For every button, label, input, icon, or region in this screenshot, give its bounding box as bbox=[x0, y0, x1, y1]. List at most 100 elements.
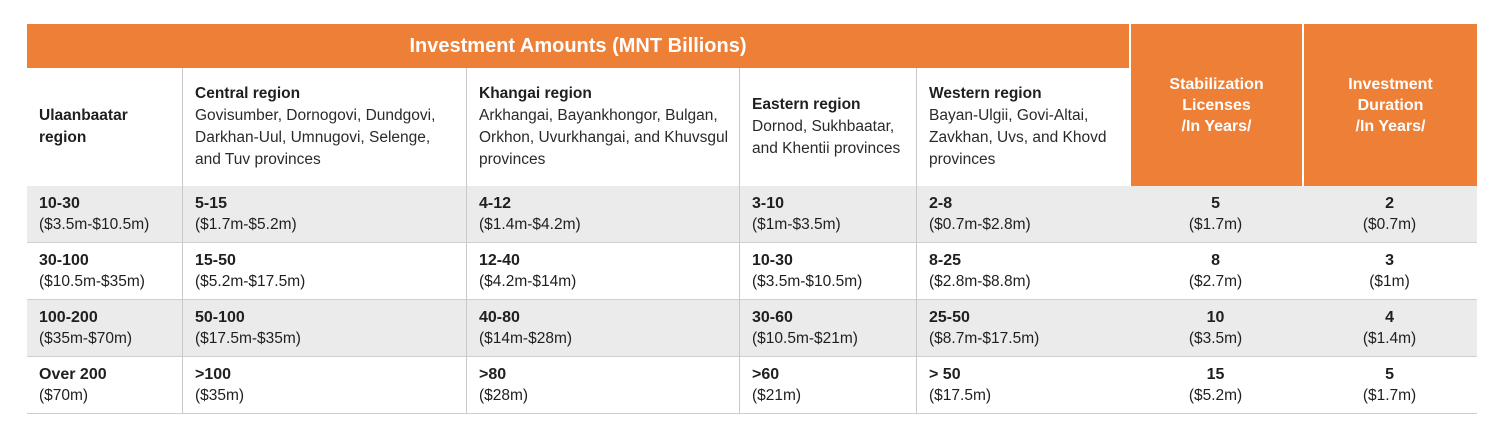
duration-line-2: Duration bbox=[1357, 96, 1424, 114]
years-value: 4 bbox=[1385, 309, 1394, 326]
table-cell: >60 ($21m) bbox=[739, 357, 916, 414]
usd-value: ($1.7m) bbox=[1362, 387, 1417, 404]
usd-range: ($35m) bbox=[195, 387, 245, 404]
usd-value: ($1.4m) bbox=[1362, 330, 1417, 347]
table-cell: 2-8 ($0.7m-$2.8m) bbox=[916, 186, 1130, 243]
table-cell: 12-40 ($4.2m-$14m) bbox=[466, 243, 739, 300]
investment-table: Investment Amounts (MNT Billions) Stabil… bbox=[27, 24, 1478, 414]
region-name: Eastern region bbox=[752, 96, 861, 113]
usd-range: ($4.2m-$14m) bbox=[479, 273, 577, 290]
table-row: 100-200 ($35m-$70m) 50-100 ($17.5m-$35m) 4… bbox=[27, 300, 1478, 357]
usd-value: ($1.7m) bbox=[1188, 216, 1243, 233]
region-provinces: Arkhangai, Bayankhongor, Bulgan, Orkhon,… bbox=[479, 107, 729, 168]
years-value: 8 bbox=[1211, 252, 1220, 269]
usd-range: ($28m) bbox=[479, 387, 529, 404]
amount-value: 25-50 bbox=[929, 309, 970, 326]
table-cell: 10-30 ($3.5m-$10.5m) bbox=[739, 243, 916, 300]
investment-amounts-header: Investment Amounts (MNT Billions) bbox=[27, 24, 1130, 68]
usd-range: ($8.7m-$17.5m) bbox=[929, 330, 1040, 347]
years-value: 10 bbox=[1206, 309, 1225, 326]
amount-value: 40-80 bbox=[479, 309, 520, 326]
amount-value: 12-40 bbox=[479, 252, 520, 269]
table-cell: 5 ($1.7m) bbox=[1302, 357, 1478, 414]
years-value: 5 bbox=[1211, 195, 1220, 212]
amount-value: 8-25 bbox=[929, 252, 962, 269]
table-cell: >100 ($35m) bbox=[182, 357, 466, 414]
region-header-eastern: Eastern region Dornod, Sukhbaatar, and K… bbox=[739, 68, 916, 186]
amount-value: 30-100 bbox=[39, 252, 89, 269]
usd-value: ($0.7m) bbox=[1362, 216, 1417, 233]
region-name: Western region bbox=[929, 85, 1042, 102]
table-row: 10-30 ($3.5m-$10.5m) 5-15 ($1.7m-$5.2m) 4-… bbox=[27, 186, 1478, 243]
usd-value: ($5.2m) bbox=[1188, 387, 1243, 404]
usd-range: ($1.7m-$5.2m) bbox=[195, 216, 297, 233]
amount-value: Over 200 bbox=[39, 366, 107, 383]
amount-value: 100-200 bbox=[39, 309, 98, 326]
region-provinces: Bayan-Ulgii, Govi-Altai, Zavkhan, Uvs, a… bbox=[929, 107, 1107, 168]
table-cell: 10 ($3.5m) bbox=[1129, 300, 1303, 357]
usd-range: ($0.7m-$2.8m) bbox=[929, 216, 1031, 233]
amount-value: 2-8 bbox=[929, 195, 953, 212]
years-value: 2 bbox=[1385, 195, 1394, 212]
table-cell: 100-200 ($35m-$70m) bbox=[27, 300, 182, 357]
table-cell: 30-100 ($10.5m-$35m) bbox=[27, 243, 182, 300]
table-cell: 2 ($0.7m) bbox=[1302, 186, 1478, 243]
amount-value: 50-100 bbox=[195, 309, 245, 326]
table-cell: 5-15 ($1.7m-$5.2m) bbox=[182, 186, 466, 243]
region-header-western: Western region Bayan-Ulgii, Govi-Altai, … bbox=[916, 68, 1130, 186]
table-cell: 4-12 ($1.4m-$4.2m) bbox=[466, 186, 739, 243]
region-header-central: Central region Govisumber, Dornogovi, Du… bbox=[182, 68, 466, 186]
stabilization-line-3: /In Years/ bbox=[1181, 117, 1252, 135]
usd-range: ($70m) bbox=[39, 387, 89, 404]
amount-value: 30-60 bbox=[752, 309, 793, 326]
amount-value: 15-50 bbox=[195, 252, 236, 269]
years-value: 5 bbox=[1385, 366, 1394, 383]
usd-value: ($1m) bbox=[1369, 273, 1410, 290]
table-cell: 40-80 ($14m-$28m) bbox=[466, 300, 739, 357]
table-cell: 50-100 ($17.5m-$35m) bbox=[182, 300, 466, 357]
amount-value: 10-30 bbox=[39, 195, 80, 212]
usd-range: ($14m-$28m) bbox=[479, 330, 573, 347]
amount-value: 4-12 bbox=[479, 195, 512, 212]
usd-range: ($2.8m-$8.8m) bbox=[929, 273, 1031, 290]
amount-value: 5-15 bbox=[195, 195, 228, 212]
usd-range: ($10.5m-$21m) bbox=[752, 330, 858, 347]
amount-value: 10-30 bbox=[752, 252, 793, 269]
usd-value: ($2.7m) bbox=[1188, 273, 1243, 290]
table-cell: 8-25 ($2.8m-$8.8m) bbox=[916, 243, 1130, 300]
stabilization-line-2: Licenses bbox=[1182, 96, 1251, 114]
usd-range: ($10.5m-$35m) bbox=[39, 273, 145, 290]
table-row: Over 200 ($70m) >100 ($35m) >80 ($28m) >60 (… bbox=[27, 357, 1478, 414]
usd-range: ($1m-$3.5m) bbox=[752, 216, 841, 233]
table-cell: 4 ($1.4m) bbox=[1302, 300, 1478, 357]
investment-duration-header: Investment Duration /In Years/ bbox=[1302, 24, 1478, 186]
years-value: 15 bbox=[1206, 366, 1225, 383]
amount-value: >60 bbox=[752, 366, 780, 383]
usd-range: ($17.5m) bbox=[929, 387, 992, 404]
usd-range: ($17.5m-$35m) bbox=[195, 330, 301, 347]
region-header-khangai: Khangai region Arkhangai, Bayankhongor, … bbox=[466, 68, 739, 186]
region-header-ulaanbaatar: Ulaanbaatar region bbox=[27, 68, 182, 186]
amount-value: 3-10 bbox=[752, 195, 785, 212]
table-cell: 5 ($1.7m) bbox=[1129, 186, 1303, 243]
region-name: Ulaanbaatar region bbox=[39, 107, 128, 146]
usd-range: ($1.4m-$4.2m) bbox=[479, 216, 581, 233]
table-cell: 10-30 ($3.5m-$10.5m) bbox=[27, 186, 182, 243]
usd-range: ($21m) bbox=[752, 387, 802, 404]
usd-value: ($3.5m) bbox=[1188, 330, 1243, 347]
stabilization-line-1: Stabilization bbox=[1169, 75, 1264, 93]
table-cell: >80 ($28m) bbox=[466, 357, 739, 414]
duration-line-3: /In Years/ bbox=[1355, 117, 1426, 135]
table-cell: 3 ($1m) bbox=[1302, 243, 1478, 300]
duration-line-1: Investment bbox=[1348, 75, 1433, 93]
region-provinces: Govisumber, Dornogovi, Dundgovi, Darkhan… bbox=[195, 107, 436, 168]
years-value: 3 bbox=[1385, 252, 1394, 269]
table-cell: > 50 ($17.5m) bbox=[916, 357, 1130, 414]
stabilization-licenses-header: Stabilization Licenses /In Years/ bbox=[1129, 24, 1303, 186]
region-name: Central region bbox=[195, 85, 301, 102]
table-cell: 25-50 ($8.7m-$17.5m) bbox=[916, 300, 1130, 357]
table-cell: 30-60 ($10.5m-$21m) bbox=[739, 300, 916, 357]
amount-value: > 50 bbox=[929, 366, 961, 383]
table-cell: Over 200 ($70m) bbox=[27, 357, 182, 414]
region-name: Khangai region bbox=[479, 85, 592, 102]
